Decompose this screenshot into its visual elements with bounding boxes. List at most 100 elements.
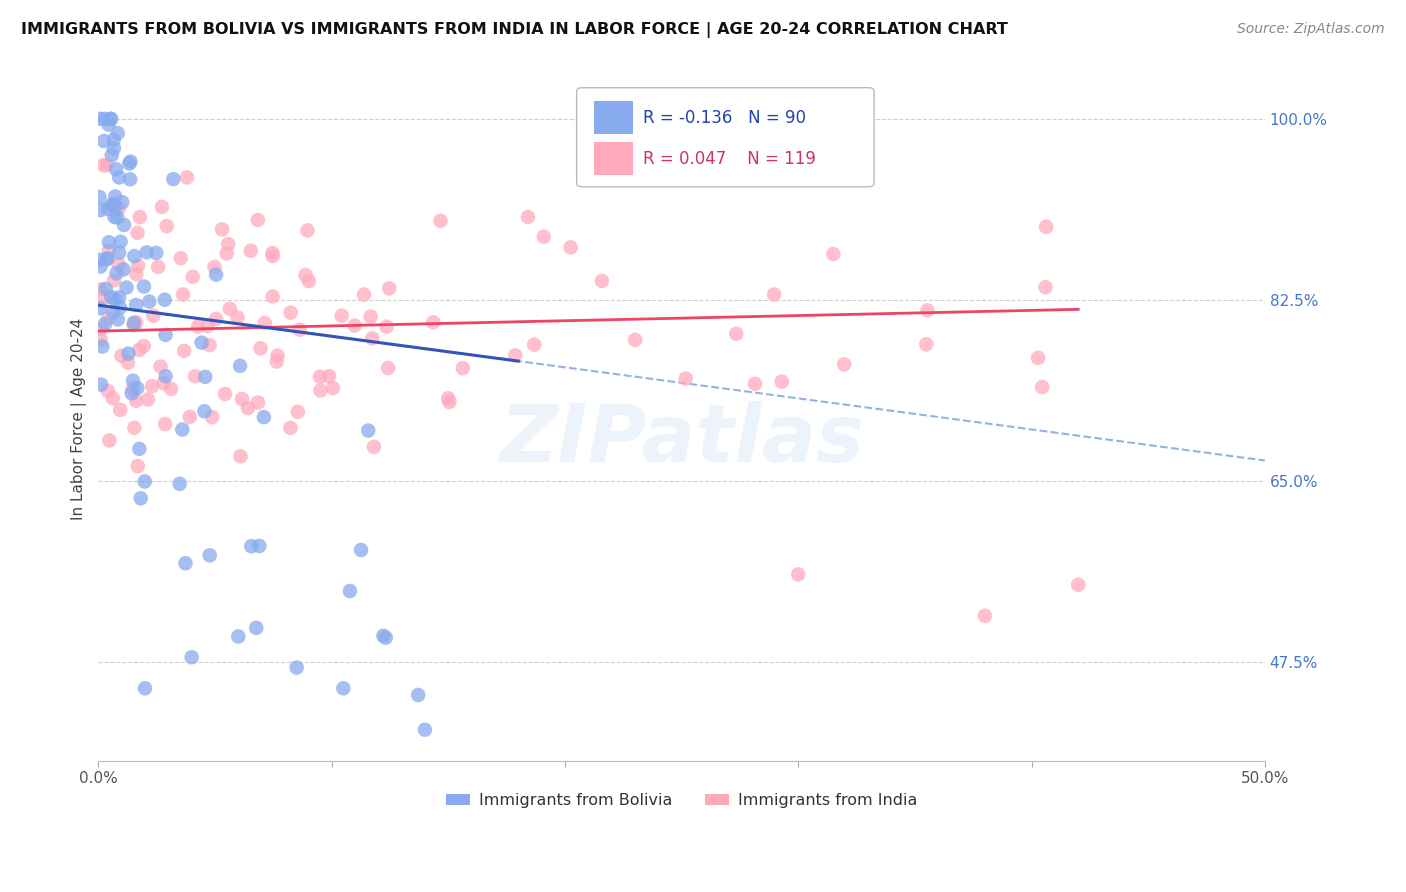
- Y-axis label: In Labor Force | Age 20-24: In Labor Force | Age 20-24: [72, 318, 87, 520]
- Point: [374, 631, 396, 645]
- Point: [105, 211, 128, 225]
- Point: [128, 343, 150, 357]
- Point: [309, 384, 332, 398]
- Point: [89, 203, 111, 218]
- Point: [339, 584, 361, 599]
- Point: [787, 567, 810, 582]
- Point: [194, 369, 217, 384]
- Point: [422, 315, 444, 329]
- Legend: Immigrants from Bolivia, Immigrants from India: Immigrants from Bolivia, Immigrants from…: [439, 787, 924, 814]
- Point: [134, 681, 156, 696]
- Point: [117, 356, 139, 370]
- Point: [246, 395, 269, 409]
- Point: [181, 269, 204, 284]
- Point: [93, 158, 115, 172]
- Point: [280, 306, 302, 320]
- Point: [94, 317, 117, 331]
- Point: [104, 189, 127, 203]
- Point: [125, 298, 148, 312]
- Point: [122, 318, 145, 333]
- Point: [90, 333, 112, 347]
- Point: [162, 172, 184, 186]
- Point: [262, 246, 284, 260]
- Point: [262, 249, 284, 263]
- Point: [103, 305, 125, 319]
- Point: [110, 403, 132, 417]
- Point: [125, 267, 148, 281]
- Point: [174, 556, 197, 570]
- Point: [96, 158, 118, 172]
- Point: [121, 386, 143, 401]
- Point: [100, 112, 122, 126]
- Point: [173, 343, 195, 358]
- Point: [184, 369, 207, 384]
- Point: [100, 112, 122, 126]
- Point: [172, 423, 194, 437]
- Point: [90, 377, 112, 392]
- Point: [253, 316, 276, 330]
- Point: [100, 198, 122, 212]
- Point: [169, 476, 191, 491]
- Point: [744, 376, 766, 391]
- Point: [111, 195, 134, 210]
- Point: [108, 257, 131, 271]
- Point: [725, 326, 748, 341]
- Point: [1067, 578, 1090, 592]
- Point: [205, 311, 228, 326]
- Point: [127, 459, 149, 474]
- Point: [153, 417, 176, 431]
- Point: [503, 348, 526, 362]
- Point: [246, 213, 269, 227]
- Bar: [595, 102, 633, 134]
- Point: [226, 310, 249, 325]
- Point: [145, 246, 167, 260]
- Point: [103, 210, 125, 224]
- Point: [120, 172, 142, 186]
- Point: [1035, 219, 1057, 234]
- Point: [97, 311, 120, 326]
- Point: [218, 301, 240, 316]
- Point: [245, 621, 267, 635]
- Point: [152, 376, 174, 390]
- Point: [249, 341, 271, 355]
- Point: [149, 359, 172, 374]
- Text: R = -0.136   N = 90: R = -0.136 N = 90: [643, 109, 806, 127]
- Point: [90, 322, 112, 336]
- Point: [150, 200, 173, 214]
- Point: [135, 245, 157, 260]
- Point: [97, 202, 120, 216]
- Point: [98, 434, 121, 448]
- Point: [211, 222, 233, 236]
- Point: [297, 223, 319, 237]
- Point: [103, 141, 125, 155]
- Point: [247, 539, 270, 553]
- Point: [89, 252, 111, 267]
- Point: [363, 440, 385, 454]
- Point: [294, 268, 316, 282]
- Point: [155, 369, 177, 384]
- Point: [108, 245, 131, 260]
- Point: [236, 401, 259, 415]
- Point: [128, 210, 150, 224]
- Point: [675, 371, 697, 385]
- Point: [217, 237, 239, 252]
- Point: [353, 287, 375, 301]
- Point: [228, 630, 250, 644]
- Point: [127, 259, 149, 273]
- Point: [129, 491, 152, 506]
- Point: [117, 346, 139, 360]
- Point: [89, 301, 111, 316]
- Point: [591, 274, 613, 288]
- Point: [517, 210, 540, 224]
- Point: [96, 252, 118, 266]
- Point: [121, 382, 143, 396]
- Point: [193, 404, 215, 418]
- Point: [160, 382, 183, 396]
- Point: [97, 118, 120, 132]
- Point: [377, 361, 399, 376]
- Point: [1026, 351, 1049, 365]
- Point: [112, 218, 135, 232]
- Point: [120, 154, 142, 169]
- Point: [287, 405, 309, 419]
- Point: [101, 392, 124, 406]
